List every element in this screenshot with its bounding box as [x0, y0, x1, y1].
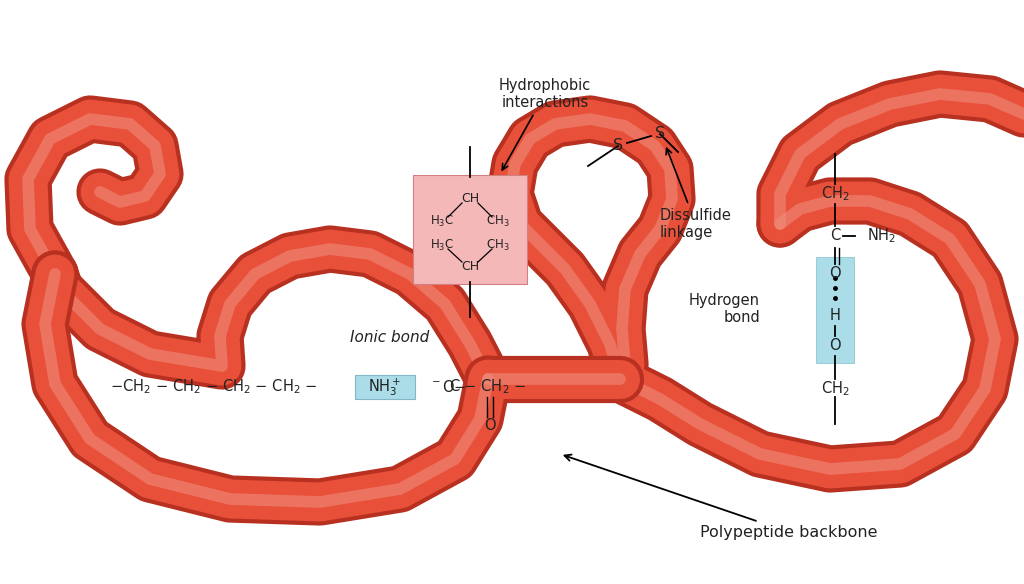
Text: CH$_2$: CH$_2$ [820, 185, 849, 203]
Text: Hydrogen
bond: Hydrogen bond [689, 293, 760, 325]
Text: O: O [829, 339, 841, 353]
Text: Ionic bond: Ionic bond [350, 329, 430, 345]
Text: CH: CH [461, 260, 479, 273]
Text: NH$_3^+$: NH$_3^+$ [369, 376, 401, 398]
Text: CH$_3$: CH$_3$ [486, 213, 510, 228]
FancyBboxPatch shape [816, 257, 854, 363]
Text: CH$_3$: CH$_3$ [486, 238, 510, 252]
Text: $-$CH$_2$ $-$ CH$_2$ $-$ CH$_2$ $-$ CH$_2$ $-$: $-$CH$_2$ $-$ CH$_2$ $-$ CH$_2$ $-$ CH$_… [110, 378, 317, 397]
Text: H$_3$C: H$_3$C [430, 213, 454, 228]
Text: NH$_2$: NH$_2$ [867, 227, 896, 245]
Text: O: O [829, 266, 841, 281]
Text: $^-$O$-$: $^-$O$-$ [429, 379, 467, 395]
FancyBboxPatch shape [413, 175, 527, 283]
Text: Hydrophobic
interactions: Hydrophobic interactions [499, 78, 591, 170]
Text: Dissulfide
linkage: Dissulfide linkage [660, 148, 732, 240]
Text: O: O [484, 418, 496, 433]
Text: C: C [829, 228, 840, 244]
Text: S: S [613, 138, 623, 154]
Text: S: S [655, 127, 665, 141]
FancyBboxPatch shape [355, 375, 415, 399]
Text: CH: CH [461, 193, 479, 206]
Text: C $-$ CH$_2$ $-$: C $-$ CH$_2$ $-$ [450, 378, 526, 397]
Text: Polypeptide backbone: Polypeptide backbone [564, 454, 878, 540]
Text: H: H [829, 308, 841, 324]
Text: H$_3$C: H$_3$C [430, 238, 454, 252]
Text: CH$_2$: CH$_2$ [820, 380, 849, 398]
